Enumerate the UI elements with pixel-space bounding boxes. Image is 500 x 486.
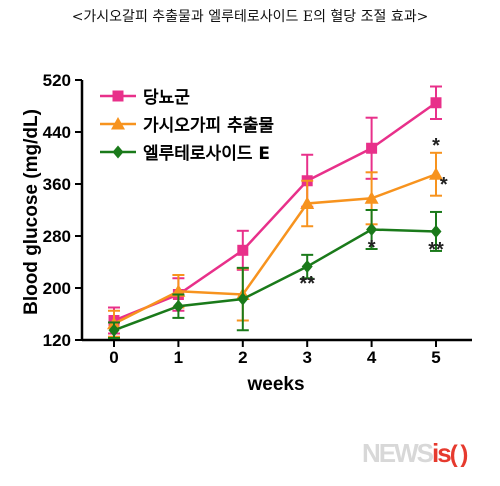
y-tick-label: 360: [43, 175, 71, 194]
x-tick-label: 5: [431, 348, 440, 367]
y-tick-label: 200: [43, 279, 71, 298]
data-point: [301, 260, 313, 274]
legend-label: 가시오가피 추출물: [143, 116, 274, 136]
page-title: <가시오갈피 추출물과 엘루테로사이드 E의 혈당 조절 효과>: [71, 9, 429, 25]
data-point: [429, 167, 443, 180]
x-tick-label: 4: [367, 348, 377, 367]
series-layer: [107, 85, 443, 340]
legend-marker: [111, 117, 125, 130]
data-point: [430, 97, 442, 109]
y-axis-label: Blood glucose (mg/dL): [21, 109, 42, 315]
series-line: [113, 228, 437, 332]
significance-marker: **: [299, 273, 315, 295]
y-tick-label: 520: [43, 71, 71, 90]
significance-marker: **: [428, 239, 444, 261]
data-point: [300, 196, 315, 209]
data-point: [366, 142, 378, 154]
significance-annotations: *******: [299, 135, 447, 295]
data-point: [108, 323, 120, 337]
legend-marker: [112, 145, 124, 159]
axes: 120 200 280 360 440 520 0 1 2 3 4 5 weeks Blood gluco…: [21, 71, 472, 395]
series-2: [107, 151, 443, 338]
series-line: [113, 173, 437, 325]
x-tick-label: 1: [174, 348, 183, 367]
data-point: [364, 191, 379, 204]
significance-marker: *: [432, 135, 440, 157]
series-3: [108, 209, 442, 340]
significance-marker: *: [368, 237, 376, 259]
data-point: [366, 223, 378, 236]
newsis-watermark-logo: NEWSis( ): [362, 438, 468, 468]
y-tick-label: 120: [43, 331, 71, 350]
data-point: [237, 244, 249, 256]
legend-marker: [112, 90, 124, 102]
data-point: [237, 292, 249, 306]
x-tick-label: 3: [302, 348, 311, 367]
legend-item: 가시오가피 추출물: [100, 116, 274, 136]
legend-item: 당뇨군: [100, 88, 190, 108]
y-tick-label: 440: [43, 123, 71, 142]
legend-item: 엘루테로사이드 E: [100, 144, 270, 164]
data-point: [172, 299, 184, 313]
significance-marker: *: [440, 174, 448, 196]
x-tick-label: 2: [238, 348, 247, 367]
series-line: [113, 101, 437, 322]
y-tick-label: 280: [43, 227, 71, 246]
legend-label: 당뇨군: [143, 88, 190, 108]
x-tick-label: 0: [109, 348, 118, 367]
legend-label: 엘루테로사이드 E: [143, 144, 270, 164]
x-axis-label: weeks: [246, 374, 304, 395]
data-point: [430, 224, 442, 238]
